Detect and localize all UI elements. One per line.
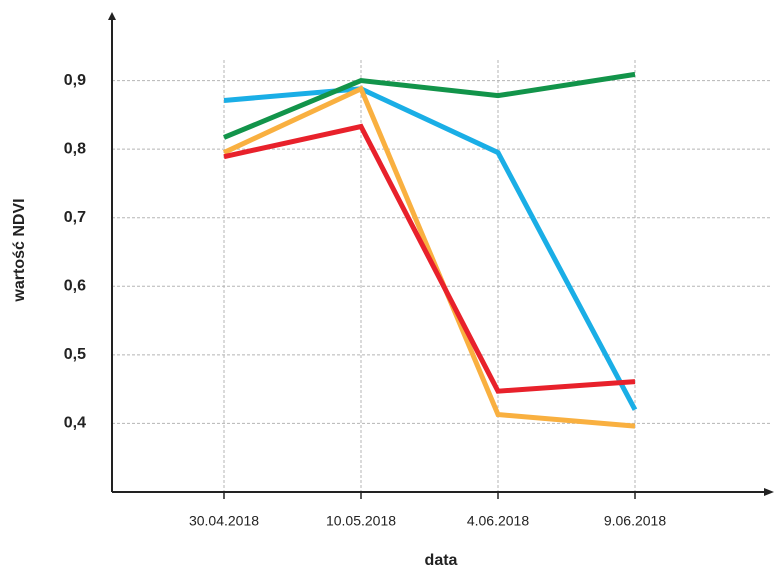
y-axis-label: wartość NDVI [11, 198, 28, 302]
y-tick-label: 0,8 [64, 140, 86, 157]
series-line [223, 123, 636, 394]
y-tick-label: 0,4 [64, 415, 86, 432]
x-tick-label: 9.06.2018 [604, 513, 666, 529]
x-axis-arrow [764, 488, 774, 496]
y-tick-label: 0,6 [64, 278, 86, 295]
x-tick-label: 10.05.2018 [326, 513, 396, 529]
x-axis-label: data [425, 552, 458, 569]
y-tick-label: 0,7 [64, 209, 86, 226]
y-tick-label: 0,9 [64, 72, 86, 89]
series-line [222, 85, 636, 429]
x-tick-label: 30.04.2018 [189, 513, 259, 529]
y-tick-label: 0,5 [64, 346, 86, 363]
series-line [223, 86, 638, 411]
series-line [223, 71, 636, 140]
x-tick-label: 4.06.2018 [467, 513, 529, 529]
y-axis-arrow [108, 12, 116, 20]
